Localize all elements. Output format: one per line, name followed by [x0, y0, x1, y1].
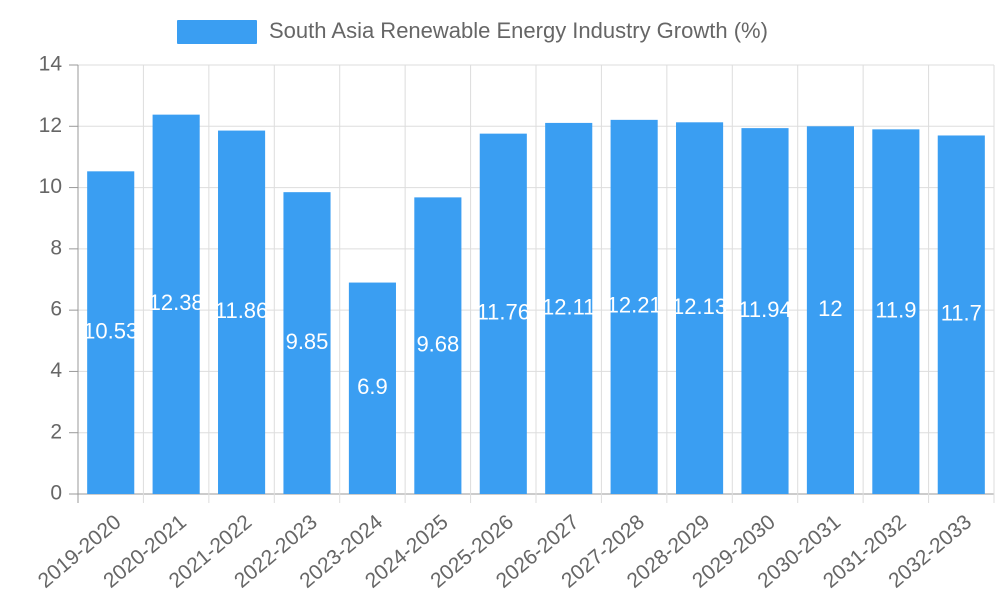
y-tick-label: 2 [50, 420, 62, 443]
data-label: 12.38 [149, 290, 204, 315]
y-tick-label: 0 [50, 482, 62, 505]
data-label: 9.68 [416, 332, 459, 357]
data-label: 11.94 [738, 297, 791, 322]
bars [87, 114, 985, 495]
grid [77, 64, 995, 503]
legend: South Asia Renewable Energy Industry Gro… [177, 18, 768, 44]
y-tick-label: 8 [50, 236, 62, 259]
data-label: 12.11 [542, 294, 595, 319]
bar [872, 129, 920, 494]
bar [806, 126, 854, 495]
bar [676, 122, 724, 495]
legend-swatch [177, 20, 257, 44]
y-tick-label: 14 [39, 53, 63, 76]
data-label: 11.86 [215, 298, 268, 323]
bar [414, 197, 462, 494]
bar [218, 130, 266, 494]
bar [545, 122, 593, 494]
data-label: 12.13 [672, 294, 727, 319]
bar [479, 133, 527, 494]
y-tick-label: 4 [50, 359, 62, 382]
data-label: 10.53 [83, 318, 138, 343]
y-tick-label: 12 [39, 114, 62, 137]
data-label: 11.7 [941, 301, 982, 326]
bar [937, 135, 985, 494]
bar [87, 171, 135, 494]
bar [283, 192, 331, 495]
data-label: 6.9 [357, 374, 388, 399]
y-tick-label: 6 [50, 298, 62, 321]
legend-label: South Asia Renewable Energy Industry Gro… [269, 18, 768, 43]
data-label: 11.9 [875, 297, 916, 322]
bar [152, 114, 200, 495]
bar [741, 128, 789, 495]
data-labels: 10.53 12.38 11.86 9.85 6.9 9.68 11.76 12.11 12.2… [83, 290, 982, 399]
data-label: 11.76 [477, 300, 530, 325]
data-label: 12 [818, 296, 842, 321]
data-label: 12.21 [607, 293, 662, 318]
y-tick-label: 10 [39, 175, 62, 198]
bar [348, 282, 396, 494]
data-label: 9.85 [286, 329, 329, 354]
bar [610, 119, 658, 495]
